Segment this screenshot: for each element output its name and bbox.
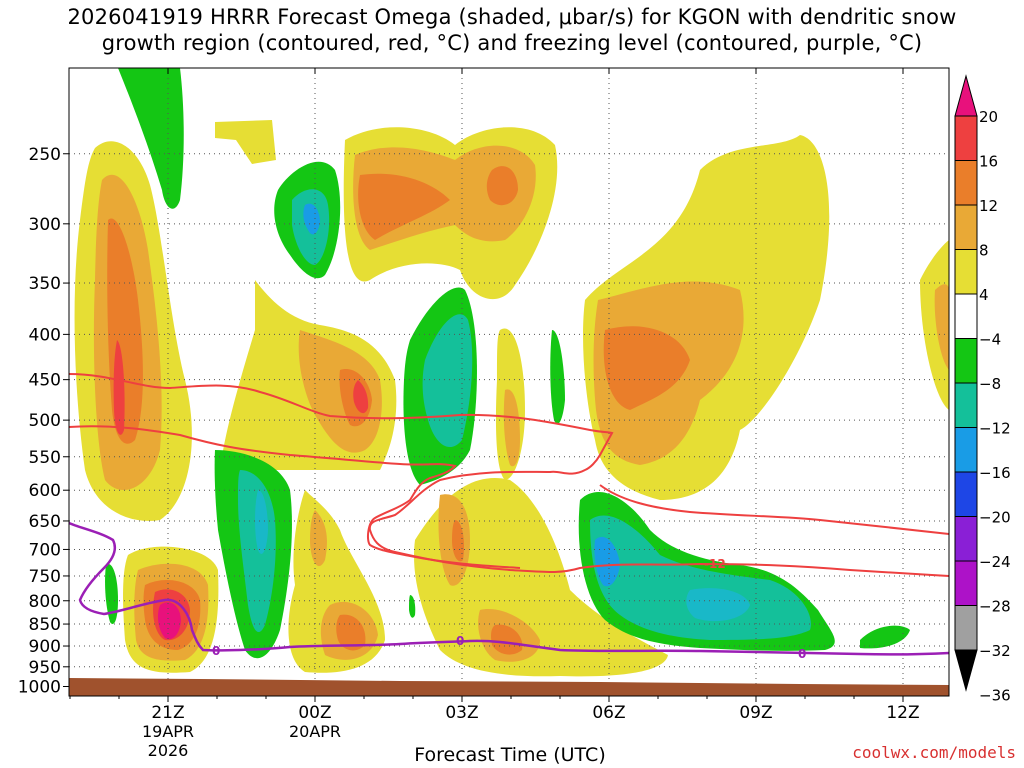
colorbar-segment [954,338,978,384]
omega-shade-neg4-8 [105,564,118,624]
title-line-1: 2026041919 HRRR Forecast Omega (shaded, … [67,5,957,29]
colorbar-tick-label: −32 [979,642,1011,660]
freezing-contour [69,521,949,656]
colorbar-bottom-arrow [954,649,978,692]
y-tick-label: 700 [29,540,61,560]
colorbar-segment [954,560,978,606]
x-tick-date-label: 19APR [142,722,194,741]
omega-shade-neg4-8 [550,330,565,424]
y-tick-label: 650 [29,512,61,532]
colorbar-segment [954,293,978,339]
omega-shade-4-8 [414,478,668,677]
y-tick-label: 600 [29,481,61,501]
colorbar-tick-label: −8 [979,375,1001,393]
omega-shade-12-16 [452,520,465,562]
x-tick-label: 21Z [151,703,184,723]
title-line-2: growth region (contoured, red, °C) and f… [101,31,923,55]
y-tick-label: 750 [29,567,61,587]
omega-shade-16-20 [113,340,125,435]
omega-shade-neg12-16 [303,203,320,235]
omega-shading [74,68,949,677]
colorbar-tick-label: 8 [979,242,989,260]
colorbar-tick-label: −24 [979,553,1011,571]
colorbar-tick-label: −20 [979,509,1011,527]
y-tick-label: 500 [29,411,61,431]
x-tick-label: 12Z [886,703,919,723]
y-tick-label: 300 [29,215,61,235]
omega-shade-12-16 [603,326,690,410]
x-tick-date-label: 20APR [289,722,341,741]
contour-labels: -12 0 0 0 [212,557,806,661]
x-tick-label: 09Z [739,703,772,723]
colorbar-tick-label: −12 [979,420,1011,438]
omega-shade-20plus [157,602,181,640]
colorbar-tick-label: 4 [979,286,989,304]
colorbar-segment [954,382,978,428]
omega-shade-8-12 [310,510,327,567]
colorbar-segment [954,605,978,651]
dgz-contour-label: -12 [704,557,726,571]
colorbar-tick-label: −28 [979,598,1011,616]
colorbar-segment [954,471,978,517]
y-tick-label: 950 [29,658,61,678]
omega-shade-neg4-8 [118,68,184,209]
y-tick-label: 250 [29,145,61,165]
ground-terrain [69,678,949,696]
colorbar-tick-label: −4 [979,331,1001,349]
dgz-contour-upper [69,373,949,577]
omega-shade-12-16 [486,166,518,206]
omega-shade-8-12 [934,284,949,370]
x-tick-label: 03Z [445,703,478,723]
colorbar-segment [954,516,978,562]
omega-shade-neg4-8 [409,595,416,618]
colorbar-tick-label: 12 [979,197,998,215]
freezing-contour-label: 0 [456,634,464,648]
colorbar-segment [954,427,978,473]
colorbar-top-arrow [954,74,978,117]
x-tick-label: 06Z [592,703,625,723]
freezing-contour-label: 0 [798,647,806,661]
omega-shade-12-16 [358,173,450,240]
colorbar-segment [954,160,978,206]
omega-shade-4-8 [920,240,949,410]
y-tick-label: 350 [29,274,61,294]
omega-shade-neg8-12 [422,314,473,448]
y-tick-label: 800 [29,592,61,612]
colorbar-tick-label: 20 [979,108,998,126]
colorbar-segment [954,249,978,295]
y-tick-label: 850 [29,615,61,635]
x-tick-date-label: 2026 [148,741,189,760]
colorbar-segment [954,115,978,161]
omega-shade-16-20 [353,380,369,414]
freezing-contour-label: 0 [212,644,220,658]
colorbar-tick-label: −36 [979,687,1011,705]
y-tick-label: 900 [29,637,61,657]
omega-shade-8-12 [503,389,520,467]
omega-shade-12-16 [336,614,366,651]
y-tick-label: 400 [29,325,61,345]
y-tick-label: 1000 [18,678,61,698]
watermark: coolwx.com/models [852,743,1016,762]
dgz-contour-lower [69,425,949,569]
omega-shade-neg12-16 [255,490,268,554]
omega-shade-12-16 [491,624,523,655]
colorbar-tick-label: 16 [979,153,998,171]
colorbar-segment [954,204,978,250]
x-axis-title: Forecast Time (UTC) [414,744,606,766]
plot-frame [68,67,950,697]
omega-shade-neg12-16 [594,536,620,587]
omega-shade-neg12-16 [686,588,750,622]
x-tick-label: 00Z [298,703,331,723]
y-tick-label: 550 [29,448,61,468]
chart-title: 2026041919 HRRR Forecast Omega (shaded, … [0,4,1024,56]
y-axis: 2503003504004505005506006507007508008509… [18,145,69,698]
y-tick-label: 450 [29,371,61,391]
colorbar: 20 16 12 8 4 −4 −8 −12 −16 −20 −24 −28 −32 −36 [954,74,1011,705]
omega-shade-4-8 [215,120,276,164]
colorbar-tick-label: −16 [979,464,1011,482]
contours [69,373,949,656]
omega-shade-neg4-8 [860,625,910,649]
